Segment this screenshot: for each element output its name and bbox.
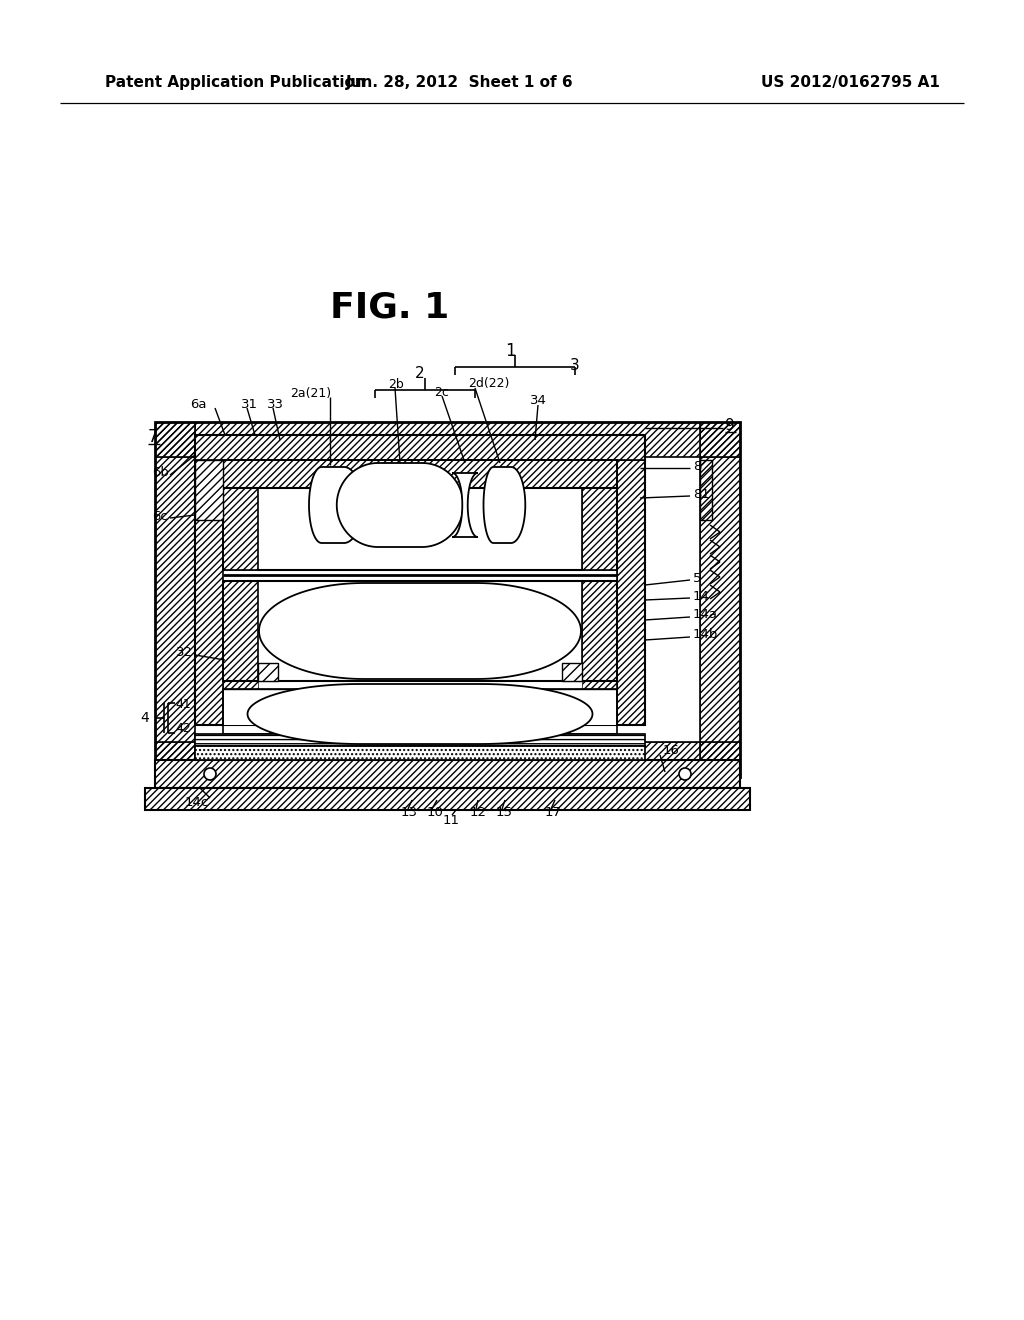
Text: 9: 9 <box>725 417 735 433</box>
Text: 6c: 6c <box>152 510 168 523</box>
Bar <box>155 422 740 777</box>
Text: 14a: 14a <box>693 609 718 622</box>
Text: 5: 5 <box>693 572 701 585</box>
Text: 32: 32 <box>176 647 193 660</box>
Polygon shape <box>453 473 477 537</box>
Text: 2: 2 <box>415 367 425 381</box>
Bar <box>562 663 582 681</box>
Text: 14: 14 <box>693 590 710 602</box>
Text: 1: 1 <box>505 342 515 360</box>
Text: US 2012/0162795 A1: US 2012/0162795 A1 <box>761 75 940 91</box>
Text: 12: 12 <box>470 805 487 818</box>
Bar <box>223 581 617 681</box>
Bar <box>195 746 645 760</box>
Text: 34: 34 <box>530 395 547 408</box>
Text: 3: 3 <box>570 358 580 372</box>
Polygon shape <box>248 684 593 744</box>
Bar <box>270 719 570 729</box>
Text: 2d(22): 2d(22) <box>468 378 509 391</box>
Bar <box>155 760 740 788</box>
Text: 42: 42 <box>175 722 190 734</box>
Circle shape <box>679 768 691 780</box>
Text: 31: 31 <box>241 397 258 411</box>
Text: 16: 16 <box>663 743 680 756</box>
Text: 14c: 14c <box>185 796 209 809</box>
Text: 10: 10 <box>427 805 443 818</box>
Text: 11: 11 <box>443 813 460 826</box>
Bar <box>195 734 645 746</box>
Bar <box>258 488 582 570</box>
Bar <box>258 581 582 681</box>
Bar <box>258 663 278 681</box>
Text: 41: 41 <box>175 698 190 711</box>
Bar <box>223 689 617 734</box>
Text: 33: 33 <box>267 397 284 411</box>
Text: 14b: 14b <box>693 628 719 642</box>
Bar <box>700 459 712 520</box>
Circle shape <box>204 768 216 780</box>
Text: 2b: 2b <box>388 378 403 391</box>
Polygon shape <box>337 463 463 546</box>
Text: 8: 8 <box>693 459 701 473</box>
Bar <box>195 457 700 742</box>
Text: 6a: 6a <box>190 397 207 411</box>
Bar <box>195 459 223 520</box>
Bar <box>145 788 750 810</box>
Text: 81: 81 <box>693 488 710 502</box>
Text: 6b: 6b <box>152 466 169 479</box>
Text: Patent Application Publication: Patent Application Publication <box>105 75 366 91</box>
Text: 2a(21): 2a(21) <box>290 387 331 400</box>
Text: 15: 15 <box>496 805 513 818</box>
Polygon shape <box>483 467 525 543</box>
Text: Jun. 28, 2012  Sheet 1 of 6: Jun. 28, 2012 Sheet 1 of 6 <box>346 75 573 91</box>
Text: 2c: 2c <box>434 385 449 399</box>
Bar <box>270 726 570 733</box>
Text: 7: 7 <box>148 428 159 446</box>
Polygon shape <box>309 467 362 543</box>
Bar <box>223 459 617 570</box>
Text: FIG. 1: FIG. 1 <box>331 290 450 325</box>
Text: 4: 4 <box>140 711 148 725</box>
Bar <box>195 436 645 725</box>
Text: 13: 13 <box>401 805 418 818</box>
Polygon shape <box>259 583 581 678</box>
Bar <box>223 459 617 725</box>
Text: 17: 17 <box>545 805 562 818</box>
